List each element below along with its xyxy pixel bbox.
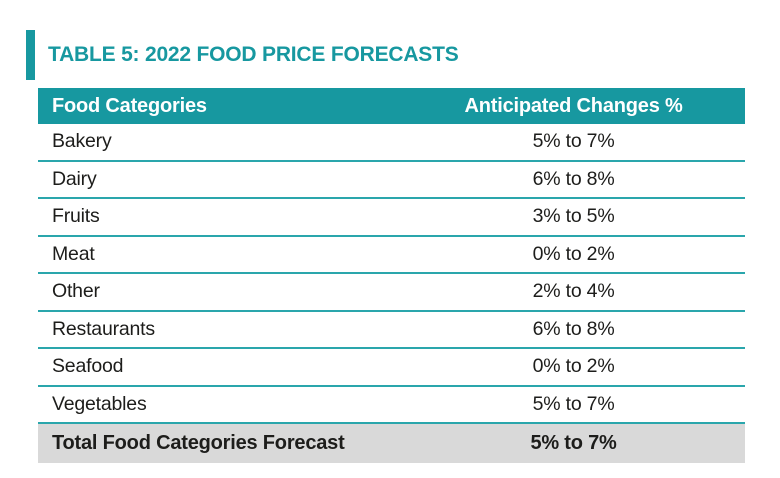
row-category: Vegetables bbox=[52, 392, 147, 415]
table-total-row: Total Food Categories Forecast 5% to 7% bbox=[38, 424, 745, 463]
title-accent-bar bbox=[26, 30, 35, 80]
row-category: Fruits bbox=[52, 205, 100, 228]
row-change: 5% to 7% bbox=[532, 130, 615, 153]
row-category: Dairy bbox=[52, 167, 97, 190]
table-row: Seafood 0% to 2% bbox=[38, 349, 745, 387]
table-row: Bakery 5% to 7% bbox=[38, 124, 745, 162]
table-row: Other 2% to 4% bbox=[38, 274, 745, 312]
table-row: Vegetables 5% to 7% bbox=[38, 386, 745, 424]
row-category: Restaurants bbox=[52, 317, 155, 340]
row-change: 6% to 8% bbox=[532, 317, 615, 340]
table-row: Dairy 6% to 8% bbox=[38, 161, 745, 199]
table-header-row: Food Categories Anticipated Changes % bbox=[38, 88, 745, 124]
food-price-forecast-table: Food Categories Anticipated Changes % Ba… bbox=[38, 88, 745, 463]
page-title: TABLE 5: 2022 FOOD PRICE FORECASTS bbox=[48, 43, 459, 66]
row-change: 0% to 2% bbox=[532, 242, 615, 265]
header-anticipated-changes: Anticipated Changes % bbox=[464, 94, 683, 117]
row-change: 2% to 4% bbox=[532, 280, 615, 303]
row-category: Other bbox=[52, 280, 100, 303]
total-label: Total Food Categories Forecast bbox=[52, 432, 345, 454]
row-category: Bakery bbox=[52, 130, 112, 153]
row-category: Meat bbox=[52, 242, 95, 265]
row-change: 5% to 7% bbox=[532, 392, 615, 415]
row-change: 6% to 8% bbox=[532, 167, 615, 190]
header-food-categories: Food Categories bbox=[52, 94, 207, 117]
row-change: 0% to 2% bbox=[532, 355, 615, 378]
table-row: Restaurants 6% to 8% bbox=[38, 311, 745, 349]
row-category: Seafood bbox=[52, 355, 124, 378]
table-row: Meat 0% to 2% bbox=[38, 236, 745, 274]
total-change: 5% to 7% bbox=[530, 432, 617, 454]
table-row: Fruits 3% to 5% bbox=[38, 199, 745, 237]
row-change: 3% to 5% bbox=[532, 205, 615, 228]
